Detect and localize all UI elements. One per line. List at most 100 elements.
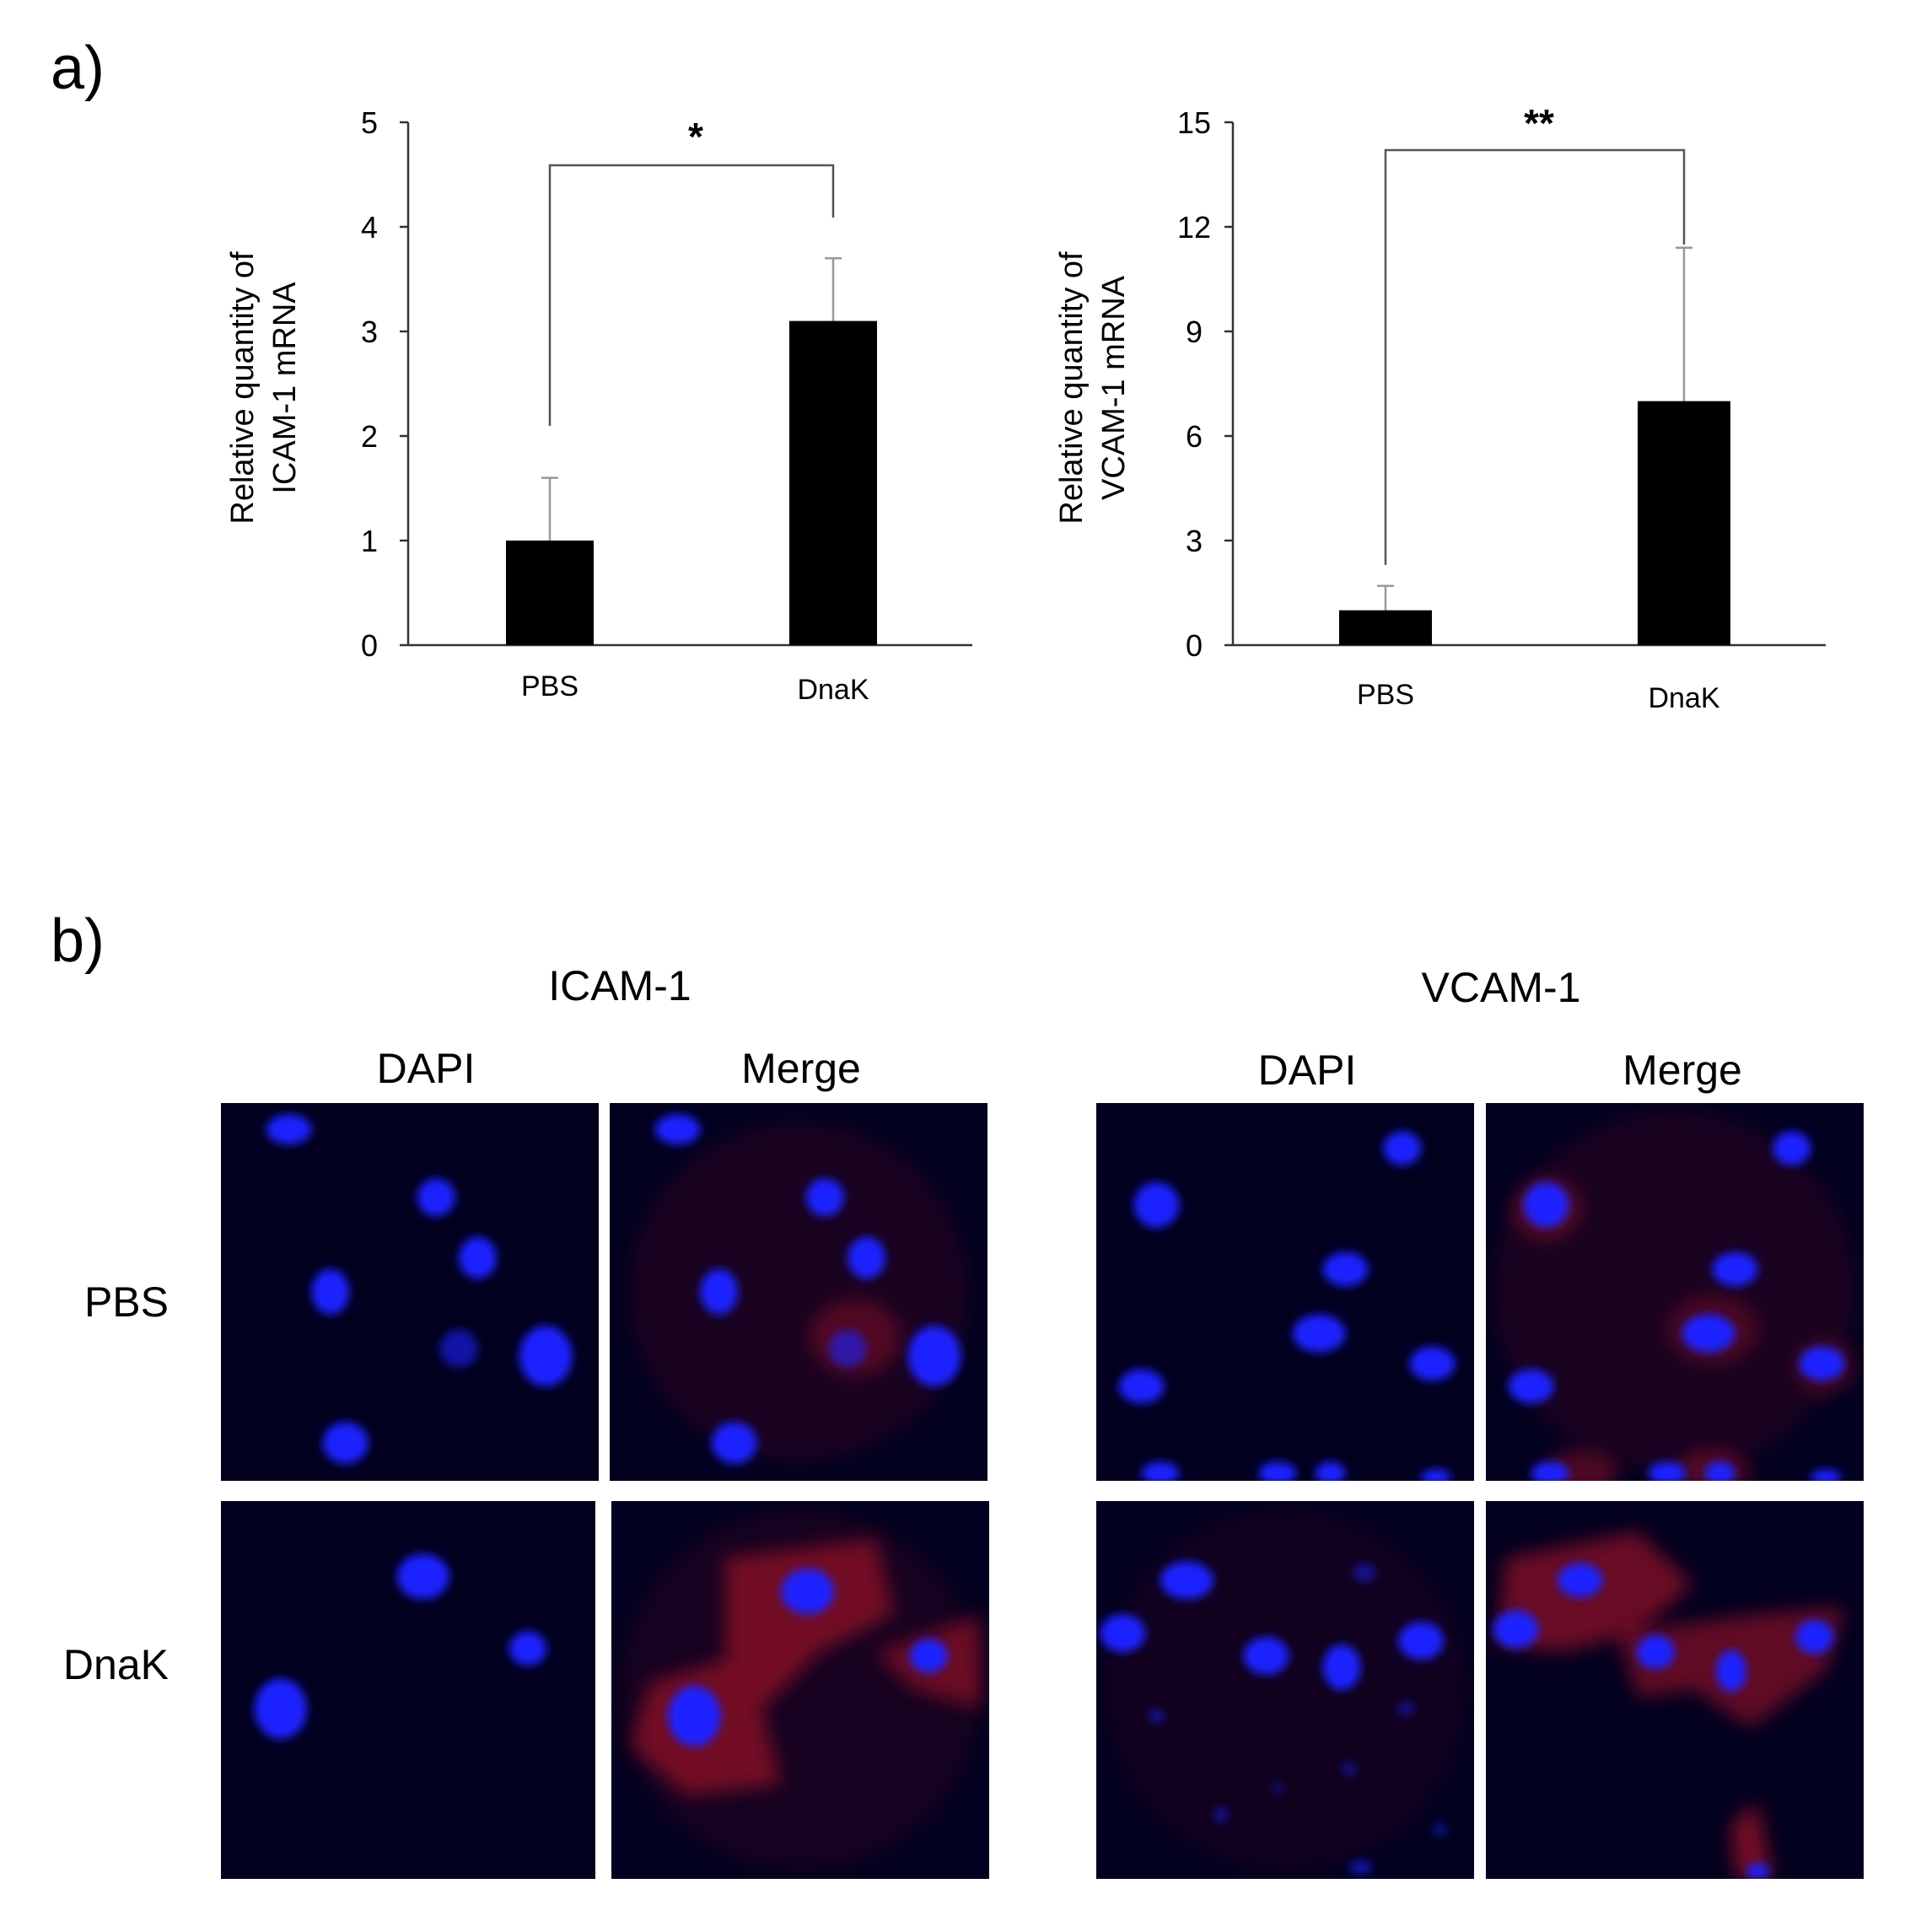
x-tick-label: PBS: [1357, 679, 1414, 711]
nucleus: [1523, 1182, 1569, 1228]
nucleus: [1258, 1461, 1297, 1481]
significance-marker: *: [688, 115, 703, 159]
icam-chart: Relative quantity of ICAM-1 mRNA 0 1 2 3 4 5 P…: [225, 105, 972, 706]
nucleus: [700, 1269, 739, 1315]
stain-region: [618, 1508, 982, 1872]
icam-dapi-header: DAPI: [376, 1045, 476, 1092]
y-tick-label: 2: [361, 419, 378, 454]
y-axis-label-line1: Relative quantity of: [1054, 251, 1090, 525]
nucleus: [1799, 1346, 1845, 1381]
nucleus: [1353, 1563, 1376, 1583]
y-tick-label: 15: [1177, 105, 1211, 140]
nucleus: [1558, 1563, 1603, 1598]
y-tick-label: 5: [361, 105, 378, 140]
y-tick-label: 4: [361, 210, 378, 245]
nucleus: [1100, 1614, 1146, 1653]
x-tick-label: DnaK: [1648, 682, 1719, 714]
nucleus: [711, 1422, 757, 1464]
nucleus: [1508, 1369, 1554, 1404]
nucleus: [1712, 1251, 1758, 1287]
vcam-chart: Relative quantity of VCAM-1 mRNA 0 3 6 9 12 1…: [1054, 101, 1826, 714]
panel-a-label: a): [51, 35, 105, 102]
y-tick-label: 0: [1186, 628, 1203, 663]
nucleus: [1811, 1469, 1842, 1481]
stain-region: [1103, 1508, 1467, 1872]
nucleus: [1493, 1610, 1539, 1649]
nucleus: [1349, 1859, 1373, 1875]
nucleus: [1243, 1637, 1289, 1676]
y-axis-label-line2: ICAM-1 mRNA: [267, 282, 303, 494]
nucleus: [828, 1329, 867, 1368]
bar-pbs: [506, 541, 594, 645]
nucleus: [459, 1237, 498, 1279]
significance-marker: **: [1524, 101, 1554, 145]
micrograph-vcam-dnak-dapi: [1096, 1501, 1474, 1879]
nucleus: [909, 1639, 948, 1673]
marks-group: 0 1 2 3 4 5 PBS DnaK: [361, 105, 877, 706]
vcam-group-title: VCAM-1: [1421, 964, 1581, 1011]
nucleus: [654, 1114, 701, 1145]
nucleus: [907, 1326, 961, 1386]
vcam-merge-header: Merge: [1622, 1047, 1742, 1094]
micrograph-icam-pbs-merge: [610, 1103, 987, 1481]
nucleus: [1133, 1182, 1180, 1228]
row-label-dnak: DnaK: [62, 1641, 169, 1688]
y-tick-label: 6: [1186, 419, 1203, 454]
y-tick-label: 0: [361, 628, 378, 663]
micrograph-icam-dnak-dapi: [221, 1501, 595, 1879]
micrograph-vcam-dnak-merge: [1486, 1501, 1864, 1879]
nucleus: [1342, 1762, 1358, 1778]
nucleus: [396, 1553, 449, 1600]
y-tick-label: 12: [1177, 210, 1211, 245]
nucleus: [508, 1631, 547, 1666]
micrograph-vcam-pbs-merge: [1486, 1103, 1864, 1481]
nucleus: [322, 1422, 369, 1464]
y-axis-label-line2: VCAM-1 mRNA: [1096, 275, 1132, 500]
nucleus: [1383, 1131, 1422, 1165]
nucleus: [1213, 1806, 1229, 1822]
nucleus: [1118, 1369, 1165, 1404]
nucleus: [1637, 1635, 1675, 1670]
nucleus: [1421, 1469, 1452, 1481]
vcam-dapi-header: DAPI: [1257, 1047, 1357, 1094]
y-tick-label: 3: [361, 315, 378, 349]
panel-b-label: b): [51, 907, 105, 975]
nucleus: [1704, 1461, 1735, 1481]
nucleus: [1773, 1131, 1811, 1165]
nucleus: [439, 1329, 478, 1368]
nucleus: [417, 1178, 455, 1217]
nucleus: [1160, 1561, 1213, 1600]
nucleus: [1272, 1782, 1283, 1795]
x-tick-label: PBS: [521, 670, 578, 702]
nucleus: [1398, 1701, 1414, 1717]
significance-bracket: [1384, 148, 1686, 565]
nucleus: [805, 1178, 844, 1217]
nucleus: [1315, 1461, 1346, 1481]
y-tick-label: 1: [361, 524, 378, 558]
nucleus: [668, 1686, 721, 1747]
nucleus: [1648, 1461, 1687, 1481]
stain-region: [1493, 1110, 1857, 1474]
marks-group: 0 3 6 9 12 15 PBS DnaK: [1177, 105, 1730, 714]
y-tick-label: 9: [1186, 315, 1203, 349]
nucleus: [781, 1569, 835, 1615]
row-label-pbs: PBS: [83, 1278, 169, 1326]
micrograph-icam-dnak-merge: [611, 1501, 989, 1879]
stain-region: [1731, 1803, 1773, 1879]
micrograph-vcam-pbs-dapi: [1096, 1103, 1474, 1481]
nucleus: [1682, 1314, 1735, 1353]
bar-dnak: [789, 320, 877, 645]
nucleus: [1716, 1649, 1747, 1693]
nucleus: [1322, 1644, 1361, 1690]
nucleus: [254, 1678, 308, 1740]
nucleus: [1398, 1622, 1445, 1660]
micrograph-icam-pbs-dapi: [221, 1103, 599, 1481]
nucleus: [1795, 1620, 1834, 1655]
nucleus: [519, 1326, 573, 1386]
icam-merge-header: Merge: [741, 1045, 861, 1092]
nucleus: [1149, 1709, 1165, 1725]
bar-pbs: [1339, 610, 1432, 645]
nucleus: [1322, 1251, 1369, 1287]
significance-bracket: [548, 164, 835, 426]
nucleus: [1746, 1864, 1769, 1879]
